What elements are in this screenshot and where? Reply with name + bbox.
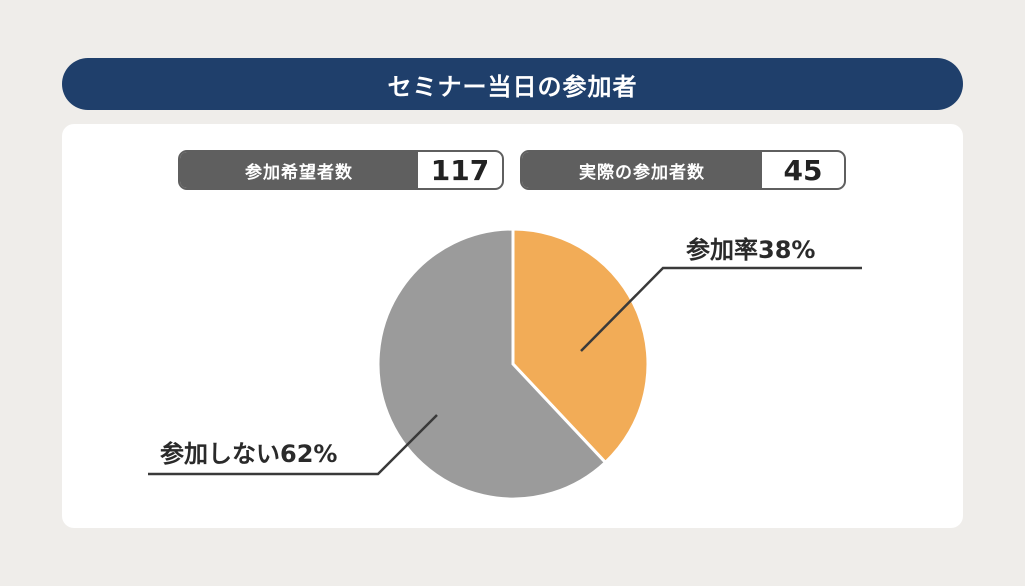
page-title: セミナー当日の参加者 [62,58,963,110]
pie-slice-attend [511,227,650,465]
slice-label-absent: 参加しない62% [160,440,338,468]
leader-line-absent [148,414,438,476]
stat-actual-value: 45 [783,153,823,187]
leader-line-attend [580,266,862,352]
stat-requested-label: 参加希望者数 [180,152,418,188]
pie-slice-absent [376,227,608,501]
slice-label-attend: 参加率38% [686,236,816,264]
stat-actual: 実際の参加者数 45 [520,150,846,190]
pie-slices [376,227,650,501]
stat-actual-label: 実際の参加者数 [522,152,762,188]
stat-requested: 参加希望者数 117 [178,150,504,190]
stat-requested-value: 117 [430,153,490,187]
